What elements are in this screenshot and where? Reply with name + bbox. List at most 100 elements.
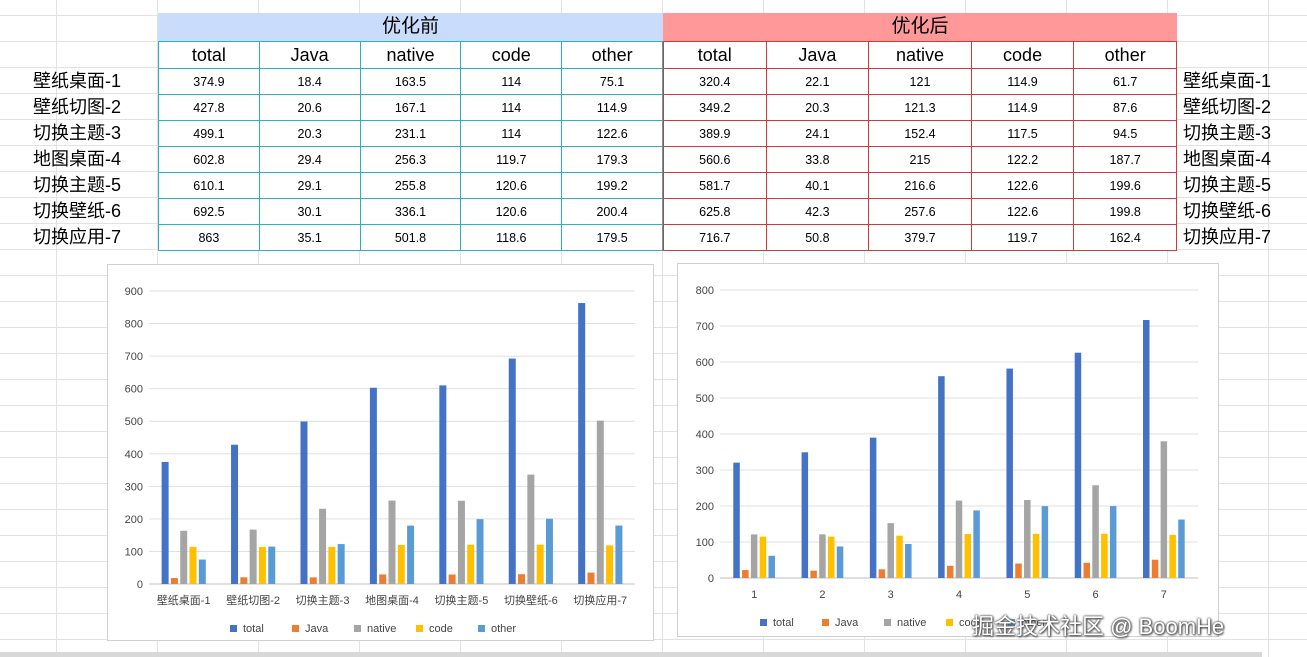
row-label-left[interactable]: 壁纸桌面-1 [33, 71, 122, 91]
col-header-native[interactable]: native [359, 41, 462, 69]
bar-native[interactable] [319, 508, 327, 584]
bar-total[interactable] [869, 437, 877, 578]
table-cell[interactable]: 122.6 [970, 198, 1075, 225]
bar-total[interactable] [1143, 319, 1150, 578]
bar-total[interactable] [508, 358, 516, 584]
bar-java[interactable] [946, 565, 954, 578]
table-cell[interactable]: 42.3 [765, 198, 870, 225]
bar-java[interactable] [742, 570, 749, 578]
bar-code[interactable] [827, 536, 835, 578]
bar-other[interactable] [1109, 506, 1117, 578]
table-cell[interactable]: 94.5 [1073, 120, 1177, 147]
table-cell[interactable]: 716.7 [663, 224, 767, 251]
table-cell[interactable]: 501.8 [359, 224, 462, 251]
table-cell[interactable]: 22.1 [765, 68, 870, 95]
legend-label-java[interactable]: Java [305, 623, 329, 635]
bar-other[interactable] [198, 559, 206, 584]
bar-total[interactable] [231, 444, 239, 584]
bar-java[interactable] [170, 578, 178, 584]
bar-total[interactable] [161, 461, 169, 584]
table-cell[interactable]: 87.6 [1073, 94, 1177, 121]
table-cell[interactable]: 163.5 [359, 68, 462, 95]
bar-native[interactable] [249, 529, 257, 584]
table-cell[interactable]: 692.5 [158, 198, 260, 225]
table-cell[interactable]: 18.4 [258, 68, 361, 95]
bar-java[interactable] [1015, 563, 1022, 578]
bar-code[interactable] [964, 534, 972, 578]
horizontal-scrollbar[interactable] [0, 652, 1262, 657]
bar-other[interactable] [615, 525, 623, 584]
table-cell[interactable]: 61.7 [1073, 68, 1177, 95]
bar-java[interactable] [448, 574, 456, 584]
bar-code[interactable] [397, 545, 405, 584]
bar-code[interactable] [189, 546, 197, 584]
table-cell[interactable]: 114 [460, 68, 563, 95]
table-cell[interactable]: 114.9 [970, 68, 1075, 95]
bar-java[interactable] [518, 574, 526, 584]
row-label-left[interactable]: 切换主题-5 [33, 175, 122, 195]
legend-label-native[interactable]: native [367, 623, 396, 635]
col-header-java[interactable]: Java [765, 41, 870, 69]
bar-code[interactable] [1169, 534, 1176, 578]
table-cell[interactable]: 349.2 [663, 94, 767, 121]
bar-native[interactable] [955, 500, 963, 578]
bar-java[interactable] [240, 577, 248, 584]
legend-label-native[interactable]: native [897, 617, 926, 629]
row-label-left[interactable]: 切换主题-3 [33, 123, 122, 143]
table-cell[interactable]: 602.8 [158, 146, 260, 173]
row-label-left[interactable]: 地图桌面-4 [33, 149, 122, 169]
table-cell[interactable]: 336.1 [359, 198, 462, 225]
table-cell[interactable]: 152.4 [868, 120, 972, 147]
table-cell[interactable]: 499.1 [158, 120, 260, 147]
table-cell[interactable]: 40.1 [765, 172, 870, 199]
legend-label-other[interactable]: other [1021, 617, 1046, 629]
col-header-native[interactable]: native [868, 41, 972, 69]
bar-native[interactable] [1092, 485, 1099, 578]
row-label-left[interactable]: 切换应用-7 [33, 227, 122, 247]
bar-code[interactable] [1032, 533, 1040, 578]
table-cell[interactable]: 215 [868, 146, 972, 173]
table-cell[interactable]: 200.4 [561, 198, 663, 225]
bar-native[interactable] [180, 530, 188, 584]
table-cell[interactable]: 29.1 [258, 172, 361, 199]
table-cell[interactable]: 121.3 [868, 94, 972, 121]
table-cell[interactable]: 122.2 [970, 146, 1075, 173]
table-cell[interactable]: 427.8 [158, 94, 260, 121]
col-header-total[interactable]: total [663, 41, 767, 69]
table-cell[interactable]: 199.2 [561, 172, 663, 199]
table-cell[interactable]: 216.6 [868, 172, 972, 199]
table-cell[interactable]: 35.1 [258, 224, 361, 251]
bar-code[interactable] [606, 545, 614, 584]
table-cell[interactable]: 121 [868, 68, 972, 95]
bar-native[interactable] [527, 474, 535, 584]
bar-java[interactable] [309, 577, 317, 584]
bar-java[interactable] [587, 572, 595, 584]
bar-total[interactable] [439, 385, 447, 584]
bar-code[interactable] [759, 536, 767, 578]
table-cell[interactable]: 179.5 [561, 224, 663, 251]
table-cell[interactable]: 122.6 [561, 120, 663, 147]
table-cell[interactable]: 30.1 [258, 198, 361, 225]
bar-other[interactable] [1041, 506, 1049, 578]
chart-after[interactable]: 0 100 200 300 400 500 600 700 800 1 2 3 4 5 6 7 total Jav… [677, 263, 1219, 637]
row-label-right[interactable]: 切换主题-3 [1183, 123, 1272, 143]
legend-label-code[interactable]: code [959, 617, 983, 629]
bar-other[interactable] [337, 544, 345, 584]
table-cell[interactable]: 255.8 [359, 172, 462, 199]
header-before[interactable]: 优化前 [158, 13, 663, 41]
bar-native[interactable] [887, 523, 894, 578]
table-cell[interactable]: 231.1 [359, 120, 462, 147]
table-cell[interactable]: 179.3 [561, 146, 663, 173]
table-cell[interactable]: 24.1 [765, 120, 870, 147]
table-cell[interactable]: 863 [158, 224, 260, 251]
bar-native[interactable] [819, 534, 826, 578]
bar-other[interactable] [268, 546, 276, 584]
bar-other[interactable] [407, 525, 415, 584]
table-cell[interactable]: 20.6 [258, 94, 361, 121]
bar-native[interactable] [457, 500, 465, 584]
table-cell[interactable]: 374.9 [158, 68, 260, 95]
table-cell[interactable]: 320.4 [663, 68, 767, 95]
col-header-java[interactable]: Java [258, 41, 361, 69]
table-cell[interactable]: 256.3 [359, 146, 462, 173]
bar-java[interactable] [379, 574, 387, 584]
